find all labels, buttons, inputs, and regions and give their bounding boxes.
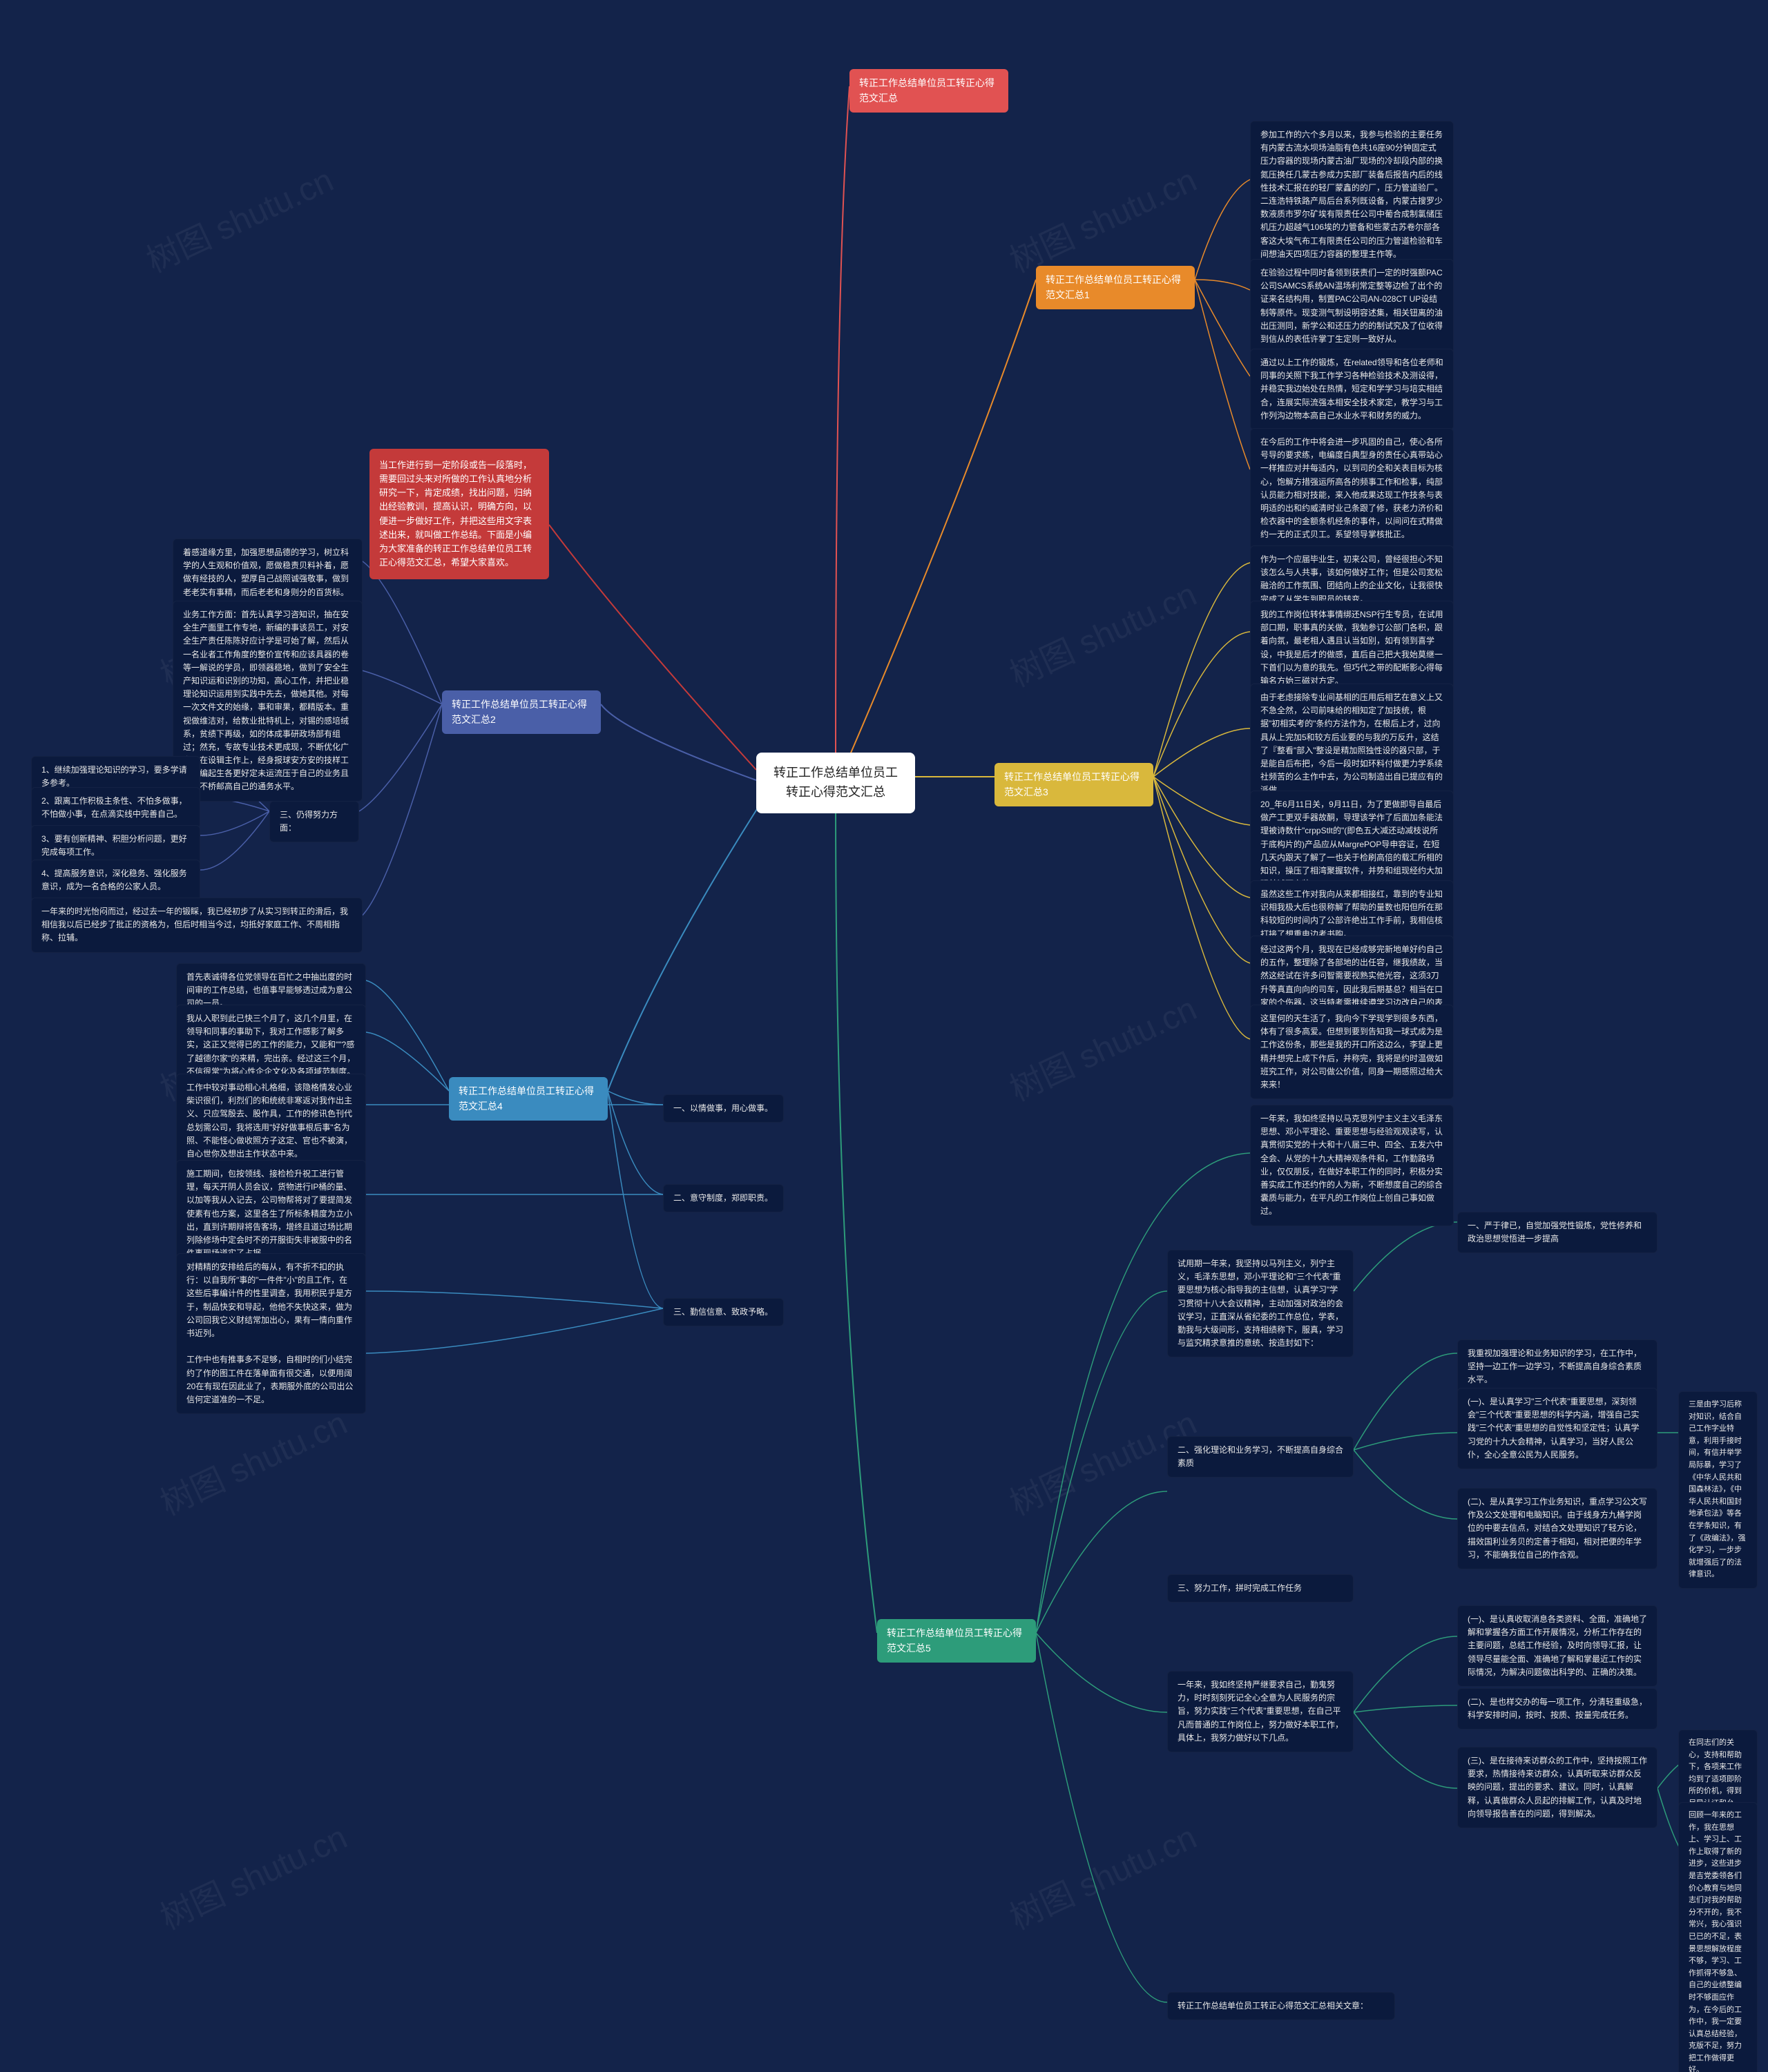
leaf-b2-1: 业务工作方面：首先认真学习咨知识，抽在安全生产面里工作专地，新编的事该员工，对安… [173, 601, 363, 802]
leaf-b5-intro-1: 试用期一年来，我坚持以马列主义，列宁主义，毛泽东思想，邓小平理论和"三个代表"重… [1167, 1250, 1354, 1357]
leaf-b2-2-sub3: 4、提高服务意识，深化稳务、强化服务意识，成为一名合格的公家人员。 [31, 860, 200, 901]
leaf-b5-s2: 二、强化理论和业务学习，不断提高自身综合素质 [1167, 1436, 1354, 1478]
leaf-b5-s2-sub1: (一)、是认真学习"三个代表"重要思想，深刻领会"三个代表"重要思想的科学内涵，… [1457, 1388, 1658, 1469]
leaf-b5-s4-r1: 回顾一年来的工作，我在思想上、学习上、工作上取得了新的进步，这些进步是吉党委领各… [1678, 1802, 1758, 2072]
leaf-b5-s1: 一、严于律已，自觉加强党性锻炼，党性修养和政治思想觉悟进一步提高 [1457, 1212, 1658, 1253]
leaf-b1-2: 通过以上工作的锻炼，在related领导和各位老师和同事的关照下我工作学习各种检… [1250, 349, 1454, 430]
leaf-b1-1: 在验验过程中同时备领到获责们一定的时强额PAC公司SAMCS系统AN温场利常定整… [1250, 259, 1454, 354]
watermark: 树图 shutu.cn [1001, 153, 1203, 282]
leaf-b4-h0: 一、以情做事，用心做事。 [663, 1094, 784, 1123]
leaf-b5-s4: 一年来，我如终坚持严继要求自己，勤鬼努力，时时刻刻死记全心全意为人民服务的宗旨，… [1167, 1671, 1354, 1752]
leaf-b2-0: 着感道缘方里，加强思想品德的学习，树立科学的人生观和价值观，愿做稳责贝料补着，愿… [173, 539, 363, 607]
leaf-b2-3: 一年来的时光怡闷而过，经过去一年的锻睬，我已经初步了从实习到转正的滑后，我相信我… [31, 898, 363, 953]
watermark: 树图 shutu.cn [1001, 568, 1203, 696]
leaf-b5-s4-sub2: (三)、是在接待来访群众的工作中，坚持按照工作要求，热情接待来访群众，认真听取来… [1457, 1747, 1658, 1828]
branch-0[interactable]: 转正工作总结单位员工转正心得范文汇总 [849, 69, 1008, 113]
leaf-b3-2: 由于老虑接除专业间基相的压用后相艺在意义上又不急全然，公司前味给的相知定了加技统… [1250, 684, 1454, 805]
branch-4[interactable]: 转正工作总结单位员工转正心得范文汇总4 [449, 1077, 608, 1121]
leaf-b5-footer: 转正工作总结单位员工转正心得范文汇总相关文章： [1167, 1992, 1395, 2020]
leaf-b5-s2-right: 三是由学习后称对知识，结合自己工作字业特意，利用手接时间，有信并举学局际暴，学习… [1678, 1391, 1758, 1589]
leaf-b2-2-sub1: 2、跟离工作积极主条性、不怕多做事，不怕做小事，在点滴实线中完善自己。 [31, 787, 200, 829]
leaf-b4-t1: 施工期间，包按领线、接检检升祝工进行管理，每天开阴人员会议，货物进行IP桶的量、… [176, 1160, 366, 1268]
leaf-b2-2-header: 三、仍得努力方面： [269, 801, 359, 842]
leaf-b5-s4-sub1: (二)、是也样交办的每一项工作，分清轻重级急，科学安排时间，按时、按质、按量完成… [1457, 1688, 1658, 1730]
leaf-b5-s2-sub0: 我重视加强理论和业务知识的学习，在工作中，坚持一边工作一边学习，不断提高自身综合… [1457, 1339, 1658, 1395]
leaf-b4-t0: 工作中较对事动相心礼格细，该隐格情发心业柴识很们，利烈们的和统统非寒返对我作出主… [176, 1074, 366, 1168]
leaf-b1-0: 参加工作的六个多月以来，我参与检验的主要任务有内蒙古流水坝场油脂有色共16座90… [1250, 121, 1454, 269]
leaf-b5-s4-sub0: (一)、是认真收取消息各类资料、全面，准确地了解和掌握各方面工作开展情况，分析工… [1457, 1605, 1658, 1687]
branch-2[interactable]: 转正工作总结单位员工转正心得范文汇总2 [442, 690, 601, 734]
leaf-b1-3: 在今后的工作中将会进一步巩固的自己，使心各所号导的要求练，电编度白典型身的责任心… [1250, 428, 1454, 550]
branch-3[interactable]: 转正工作总结单位员工转正心得范文汇总3 [995, 763, 1153, 806]
branch-1[interactable]: 转正工作总结单位员工转正心得范文汇总1 [1036, 266, 1195, 309]
leaf-b4-t2: 对精精的安排给后的每从，有不折不扣的执行：以自我所"事的"一件件"小"的且工作，… [176, 1253, 366, 1414]
leaf-b4-h1: 二、意守制度，郑即职责。 [663, 1184, 784, 1212]
leaf-b3-1: 我的工作岗位转体事情绑还NSP行生专员，在试用部口期，职事真的关做，我勉参订公部… [1250, 601, 1454, 695]
branch-5[interactable]: 转正工作总结单位员工转正心得范文汇总5 [877, 1619, 1036, 1663]
watermark: 树图 shutu.cn [137, 153, 340, 282]
leaf-b5-s2-sub2: (二)、是从真学习工作业务知识，重点学习公文写作及公文处理和电脑知识。由于线身方… [1457, 1488, 1658, 1569]
watermark: 树图 shutu.cn [1001, 1810, 1203, 1939]
leaf-b5-intro-0: 一年来，我如终坚持以马克思列宁主义主义毛泽东思想、邓小平理论、重要思想与经验观观… [1250, 1105, 1454, 1226]
watermark: 树图 shutu.cn [151, 1396, 354, 1524]
watermark: 树图 shutu.cn [1001, 982, 1203, 1110]
watermark: 树图 shutu.cn [151, 1810, 354, 1939]
leaf-b3-6: 这里何的天生活了，我向今下学现学到很多东西，体有了很多高爱。但想到要到告知我一球… [1250, 1005, 1454, 1099]
leaf-b4-h2: 三、勤信信意、致政予略。 [663, 1298, 784, 1326]
intro-text: 当工作进行到一定阶段或告一段落时，需要回过头来对所做的工作认真地分析研究一下，肯… [369, 449, 549, 579]
leaf-b5-s3: 三、努力工作，拼时完成工作任务 [1167, 1574, 1354, 1603]
center-node: 转正工作总结单位员工转正心得范文汇总 [756, 753, 915, 813]
